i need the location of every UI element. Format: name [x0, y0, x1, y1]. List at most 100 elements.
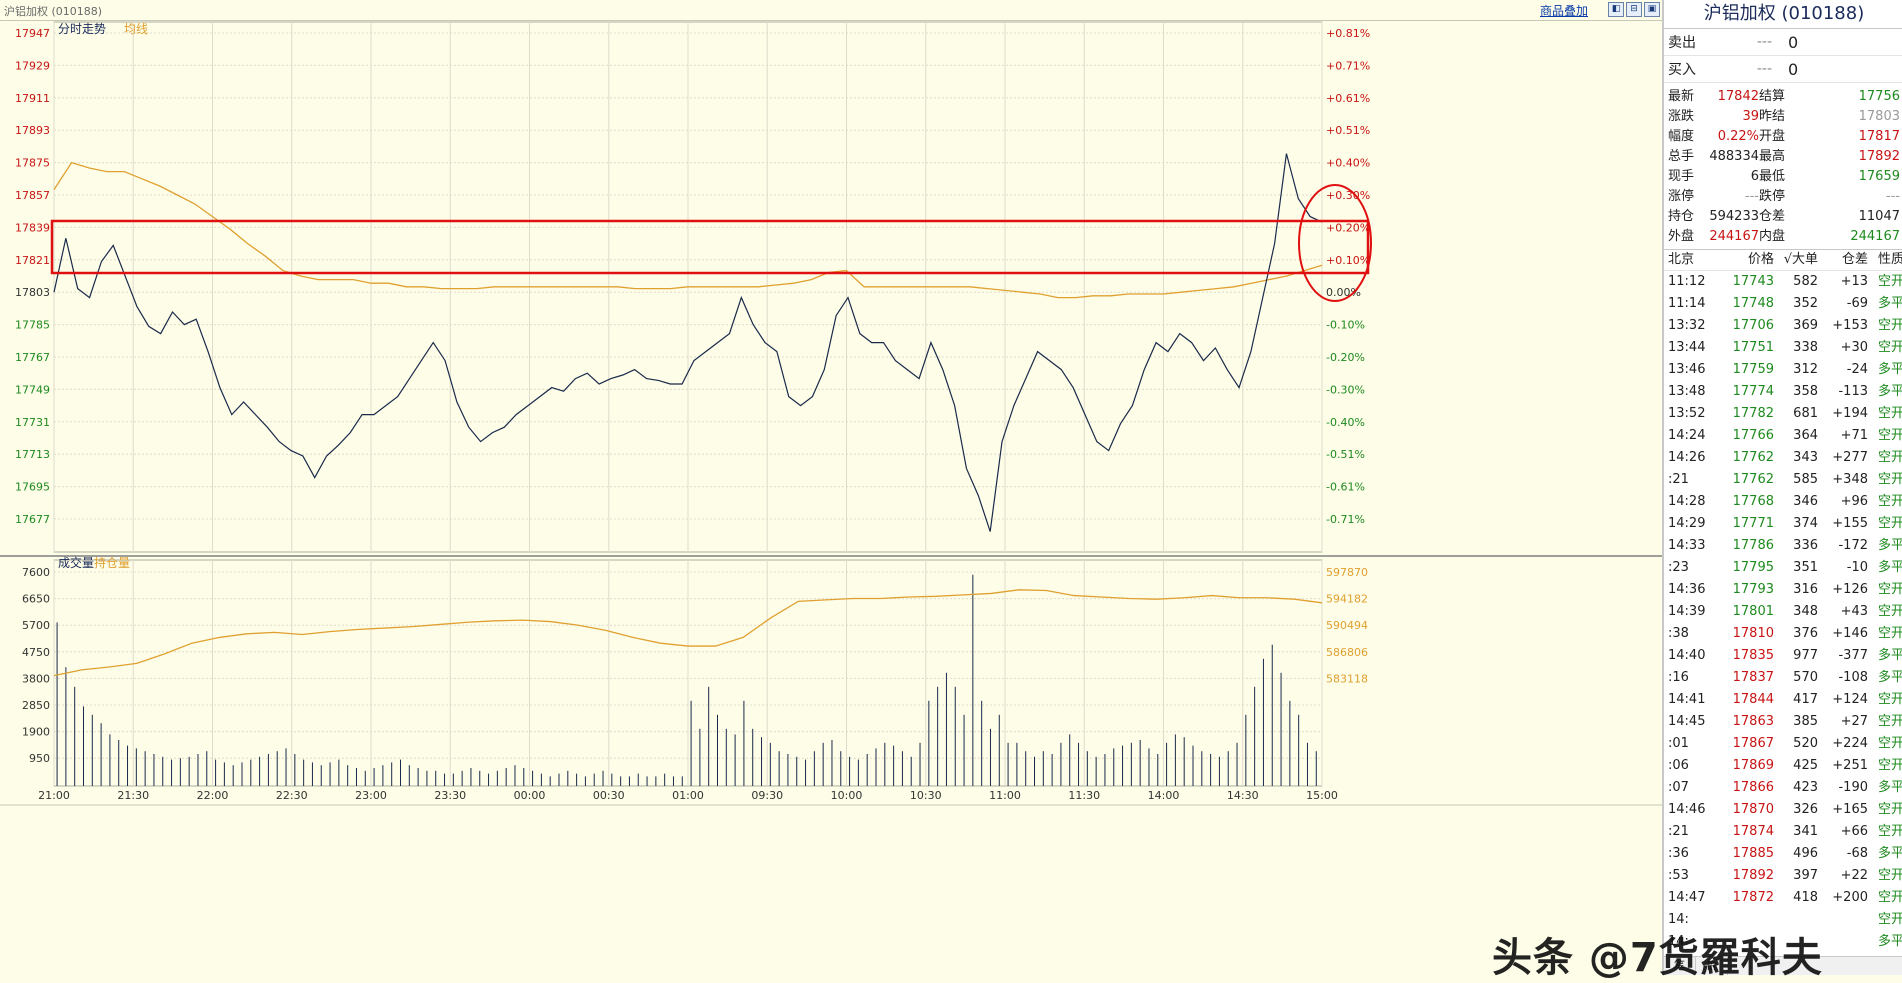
- tick-row[interactable]: 14:36 17793 316 +126 空开: [1664, 579, 1902, 601]
- tick-row[interactable]: :38 17810 376 +146 空开: [1664, 623, 1902, 645]
- sell-value: 0: [1788, 32, 1799, 52]
- tick-row[interactable]: 14:24 17766 364 +71 空开: [1664, 425, 1902, 447]
- tick-row[interactable]: 13:52 17782 681 +194 空开: [1664, 403, 1902, 425]
- tick-oi-change: +155: [1832, 516, 1868, 531]
- tick-nature: 空开: [1877, 912, 1902, 927]
- quote-label: 开盘: [1759, 129, 1786, 144]
- tick-nature: 空开: [1877, 626, 1902, 641]
- tick-time: 11:12: [1668, 274, 1706, 289]
- tick-row[interactable]: 13:32 17706 369 +153 空开: [1664, 315, 1902, 337]
- tick-row[interactable]: 14:29 17771 374 +155 空开: [1664, 513, 1902, 535]
- tick-row[interactable]: 13:44 17751 338 +30 空开: [1664, 337, 1902, 359]
- tick-volume: 570: [1793, 670, 1818, 685]
- maximize-icon[interactable]: ▣: [1644, 2, 1660, 17]
- pct-tick-label: +0.61%: [1326, 92, 1370, 105]
- tick-volume: 417: [1793, 692, 1818, 707]
- price-tick-label: 17803: [15, 286, 50, 299]
- quote-value: 594233: [1709, 209, 1759, 224]
- tick-oi-change: [1818, 931, 1868, 953]
- tick-row[interactable]: 14:33 17786 336 -172 多平: [1664, 535, 1902, 557]
- chart-area[interactable]: 沪铝加权 (010188) 商品叠加 ◧ ⊟ ▣ 17947 17929 17911…: [0, 0, 1662, 975]
- quote-value: ---: [1744, 189, 1759, 204]
- quote-value: 6: [1750, 169, 1759, 184]
- tick-row[interactable]: 14:47 17872 418 +200 空开: [1664, 887, 1902, 909]
- tick-oi-change: +66: [1840, 824, 1868, 839]
- tick-time: :21: [1668, 824, 1689, 839]
- tick-nature: 空开: [1877, 890, 1902, 905]
- tick-oi-change: +13: [1840, 274, 1868, 289]
- watermark: 头条 @7货羅科夫: [1492, 935, 1823, 981]
- volume-tick-label: 6650: [22, 593, 50, 606]
- tick-row[interactable]: :21 17874 341 +66 空开: [1664, 821, 1902, 843]
- tick-nature: 空开: [1877, 516, 1902, 531]
- tick-price: 17801: [1732, 604, 1774, 619]
- tick-row[interactable]: 14: 多平: [1664, 931, 1902, 953]
- tick-row[interactable]: 14:46 17870 326 +165 空开: [1664, 799, 1902, 821]
- oi-tick-label: 597870: [1326, 566, 1368, 579]
- sell-dash: ---: [1756, 34, 1772, 50]
- panel-title: 沪铝加权 (010188): [1664, 0, 1902, 29]
- tick-volume: 352: [1793, 296, 1818, 311]
- tick-volume: 496: [1793, 846, 1818, 861]
- tick-row[interactable]: 11:12 17743 582 +13 空开: [1664, 271, 1902, 293]
- tick-volume: 326: [1793, 802, 1818, 817]
- tick-price: 17863: [1732, 714, 1774, 729]
- tick-volume: 316: [1793, 582, 1818, 597]
- tick-header-volume[interactable]: √大单: [1783, 252, 1818, 267]
- minimize-icon[interactable]: ⊟: [1626, 2, 1642, 17]
- tick-row[interactable]: 14:26 17762 343 +277 空开: [1664, 447, 1902, 469]
- tick-oi-change: -377: [1838, 648, 1868, 663]
- tick-price: 17743: [1732, 274, 1774, 289]
- time-tick-label: 23:00: [355, 789, 387, 802]
- oi-tick-label: 594182: [1326, 593, 1368, 606]
- overlay-commodity-link[interactable]: 商品叠加: [1540, 4, 1589, 18]
- tab-trades[interactable]: 笔: [1664, 957, 1696, 975]
- price-tick-label: 17893: [15, 124, 50, 137]
- tick-time: :36: [1668, 846, 1689, 861]
- tick-row[interactable]: 14:41 17844 417 +124 空开: [1664, 689, 1902, 711]
- pct-tick-label: +0.10%: [1326, 254, 1370, 267]
- tick-row[interactable]: 14:40 17835 977 -377 多平: [1664, 645, 1902, 667]
- tick-nature: 空开: [1877, 758, 1902, 773]
- tick-oi-change: +126: [1832, 582, 1868, 597]
- tick-row[interactable]: :07 17866 423 -190 多平: [1664, 777, 1902, 799]
- tick-row[interactable]: 14:45 17863 385 +27 空开: [1664, 711, 1902, 733]
- tick-price: 17867: [1732, 736, 1774, 751]
- pct-tick-label: +0.51%: [1326, 124, 1370, 137]
- time-tick-label: 00:30: [593, 789, 625, 802]
- tick-row[interactable]: 11:14 17748 352 -69 多平: [1664, 293, 1902, 315]
- tick-row[interactable]: :53 17892 397 +22 空开: [1664, 865, 1902, 887]
- tick-price: 17870: [1732, 802, 1774, 817]
- tick-row[interactable]: :23 17795 351 -10 多平: [1664, 557, 1902, 579]
- tick-price: 17759: [1732, 362, 1774, 377]
- tick-row[interactable]: :16 17837 570 -108 多平: [1664, 667, 1902, 689]
- tick-row[interactable]: :21 17762 585 +348 空开: [1664, 469, 1902, 491]
- quote-label: 跌停: [1759, 189, 1786, 204]
- tick-row[interactable]: 14: 空开: [1664, 909, 1902, 931]
- tab-price[interactable]: 价: [1696, 957, 1728, 975]
- restore-icon[interactable]: ◧: [1608, 2, 1624, 17]
- tick-time: :23: [1668, 560, 1689, 575]
- tick-nature: 多平: [1877, 780, 1902, 795]
- oi-tick-label: 586806: [1326, 646, 1368, 659]
- tick-nature: 多平: [1877, 560, 1902, 575]
- time-tick-label: 22:00: [197, 789, 229, 802]
- tick-price: 17837: [1732, 670, 1774, 685]
- tick-price: 17782: [1732, 406, 1774, 421]
- tick-row[interactable]: 14:28 17768 346 +96 空开: [1664, 491, 1902, 513]
- tick-row[interactable]: 13:48 17774 358 -113 多平: [1664, 381, 1902, 403]
- quote-table: 最新 17842 结算 17756 涨跌 39 昨结 17803 幅度 0.22% 开盘 17817 总…: [1664, 83, 1902, 249]
- tick-row[interactable]: :01 17867 520 +224 空开: [1664, 733, 1902, 755]
- tick-row[interactable]: :36 17885 496 -68 多平: [1664, 843, 1902, 865]
- tick-row[interactable]: 14:39 17801 348 +43 空开: [1664, 601, 1902, 623]
- tick-row[interactable]: :06 17869 425 +251 空开: [1664, 755, 1902, 777]
- tick-oi-change: -24: [1846, 362, 1868, 377]
- time-tick-label: 21:30: [117, 789, 149, 802]
- intraday-chart-svg[interactable]: 17947 17929 17911 17893 17875 17857 17839 17821…: [0, 0, 1662, 975]
- tick-nature: 空开: [1877, 604, 1902, 619]
- tick-row[interactable]: 13:46 17759 312 -24 多平: [1664, 359, 1902, 381]
- tick-time: 14:: [1668, 912, 1689, 927]
- quote-label: 内盘: [1759, 229, 1786, 244]
- tick-list[interactable]: 11:12 17743 582 +13 空开 11:14 17748 352 -69 多平 13:3…: [1664, 271, 1902, 953]
- tick-price: 17866: [1732, 780, 1774, 795]
